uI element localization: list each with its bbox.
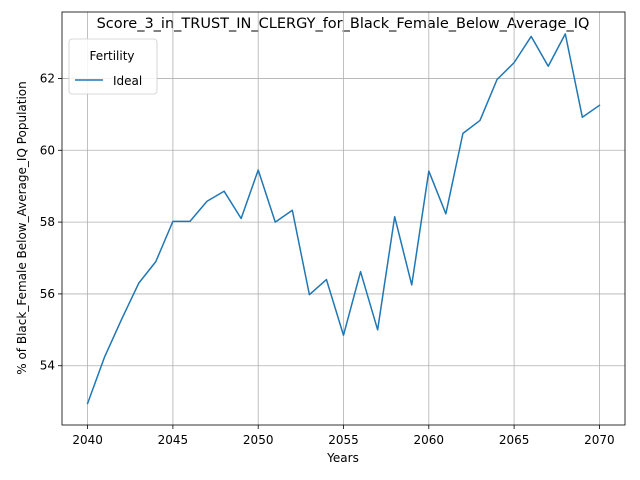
x-tick-label: 2065 bbox=[499, 433, 530, 447]
x-tick-label: 2045 bbox=[158, 433, 189, 447]
x-tick-label: 2055 bbox=[328, 433, 359, 447]
legend-label-ideal: Ideal bbox=[113, 74, 142, 88]
x-tick-label: 2070 bbox=[584, 433, 615, 447]
y-tick-label: 60 bbox=[40, 143, 55, 157]
y-axis-ticks: 54 56 58 60 62 bbox=[40, 71, 62, 373]
y-tick-label: 54 bbox=[40, 359, 55, 373]
y-tick-label: 58 bbox=[40, 215, 55, 229]
legend-title: Fertility bbox=[89, 49, 134, 63]
legend: Fertility Ideal bbox=[68, 38, 158, 95]
y-tick-label: 56 bbox=[40, 287, 55, 301]
y-tick-label: 62 bbox=[40, 71, 55, 85]
series-layer bbox=[86, 33, 601, 405]
x-axis-ticks: 2040 2045 2050 2055 2060 2065 2070 bbox=[72, 425, 615, 447]
x-tick-label: 2040 bbox=[72, 433, 103, 447]
chart-title: Score_3_in_TRUST_IN_CLERGY_for_Black_Fem… bbox=[97, 16, 590, 32]
x-tick-label: 2060 bbox=[414, 433, 445, 447]
x-tick-label: 2050 bbox=[243, 433, 274, 447]
y-axis-label: % of Black_Female Below_Average_IQ Popul… bbox=[15, 81, 29, 375]
x-axis-label: Years bbox=[326, 451, 359, 465]
